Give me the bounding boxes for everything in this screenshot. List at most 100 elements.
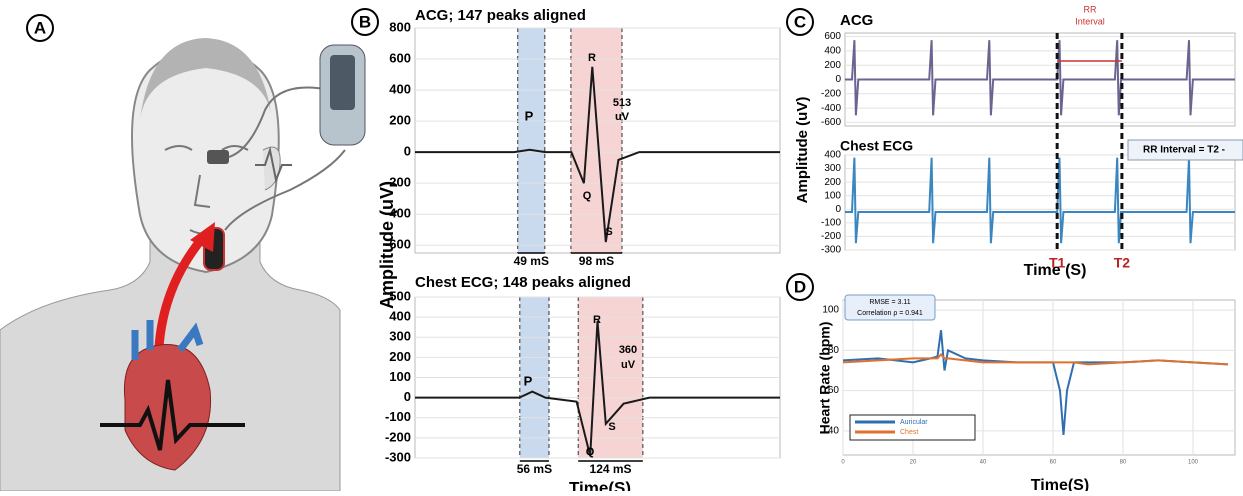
y-tick-label: 0 [404,144,411,159]
region-label: 98 mS [579,254,614,268]
chart-title: Chest ECG; 148 peaks aligned [415,274,631,291]
y-tick-label: 100 [822,305,839,316]
y-tick-label: 200 [389,349,411,364]
y-tick-label: -100 [821,217,841,228]
chart-title: Chest ECG [840,138,913,154]
y-tick-label: 100 [389,369,411,384]
annotation: Interval [1075,16,1105,26]
panel-label-circle [786,8,814,36]
x-axis-label: Time(S) [569,478,631,491]
series-line [842,352,1229,366]
annotation: S [608,421,615,433]
marker-label: T1 [1049,255,1066,271]
annotation: R [588,52,596,64]
y-tick-label: -200 [821,231,841,242]
ear-sensor [207,150,229,164]
annotation: RR Interval = T2 - [1143,145,1225,156]
y-tick-label: 0 [835,204,841,215]
y-tick-label: 500 [389,288,411,303]
y-tick-label: 800 [389,19,411,34]
y-axis-label: Heart Rate (bpm) [817,322,833,435]
y-tick-label: 200 [824,177,841,188]
annotation: P [525,108,534,123]
x-axis-label: Time (S) [1024,262,1087,279]
x-tick-label: 100 [1188,460,1199,466]
cable [228,86,331,158]
x-tick-label: 20 [910,460,917,466]
panel-label-circle [786,273,814,301]
annotation: Q [586,446,595,458]
panel-label-circle [26,14,54,42]
panel-label: A [34,18,46,37]
annotation: Correlation ρ = 0.941 [857,310,923,317]
panel-label: C [794,12,806,31]
x-tick-label: 40 [980,460,987,466]
annotation: P [524,373,533,388]
y-tick-label: -300 [385,449,411,464]
vessels [131,320,204,360]
y-tick-label: 600 [824,31,841,42]
y-tick-label: -600 [385,237,411,252]
y-axis-label: Amplitude (uV) [377,181,397,309]
y-tick-label: -300 [821,245,841,256]
y-tick-label: 600 [389,50,411,65]
device-board [330,55,355,110]
y-tick-label: -200 [821,88,841,99]
hair [140,38,272,120]
series-line [415,66,780,243]
y-tick-label: 200 [389,113,411,128]
annotation-box [844,294,936,321]
x-axis-label: Time(S) [1031,477,1089,491]
y-tick-label: 0 [404,389,411,404]
annotation: uV [615,111,630,123]
annotation: R [593,314,601,326]
x-tick-label: 60 [1050,460,1057,466]
annotation: 360 [619,344,637,356]
y-tick-label: 300 [824,163,841,174]
y-tick-label: 400 [824,46,841,57]
legend-label: Auricular [900,419,928,426]
y-tick-label: 400 [389,309,411,324]
y-tick-label: 200 [824,60,841,71]
legend-label: Chest [900,429,918,436]
ecg-trace [100,379,245,451]
legend-box [849,414,976,441]
face [164,145,249,235]
region [570,28,623,253]
y-tick-label: 300 [389,329,411,344]
y-tick-label: 400 [389,82,411,97]
annotation: Q [583,190,592,202]
ecg-icon [255,146,292,184]
panel-label-circle [351,8,379,36]
plot-area [844,154,1236,251]
marker-label: T2 [1114,255,1131,271]
panel-label: D [794,277,806,296]
series-line [415,321,780,457]
annotation-box [1127,139,1243,161]
illustration [0,38,366,492]
annotation: S [605,226,612,238]
y-tick-label: -200 [385,429,411,444]
chart-title: ACG [840,12,873,29]
heart [123,344,212,471]
y-tick-label: 0 [835,74,841,85]
y-tick-label: -600 [821,117,841,128]
annotation: RR [1084,4,1097,14]
y-tick-label: 40 [828,425,840,436]
chart-title: ACG; 147 peaks aligned [415,7,586,24]
annotation: 513 [613,97,631,109]
annotation: RMSE = 3.11 [869,299,910,306]
y-tick-label: 100 [824,190,841,201]
region-label: 124 mS [590,462,632,476]
panel-label: B [359,12,371,31]
y-axis-label: Amplitude (uV) [794,97,811,204]
y-tick-label: -400 [821,103,841,114]
series-line [845,157,1235,244]
y-tick-label: 400 [824,150,841,161]
cable [224,149,346,231]
series-line [845,40,1235,116]
annotation: uV [621,359,636,371]
y-tick-label: 80 [828,345,840,356]
